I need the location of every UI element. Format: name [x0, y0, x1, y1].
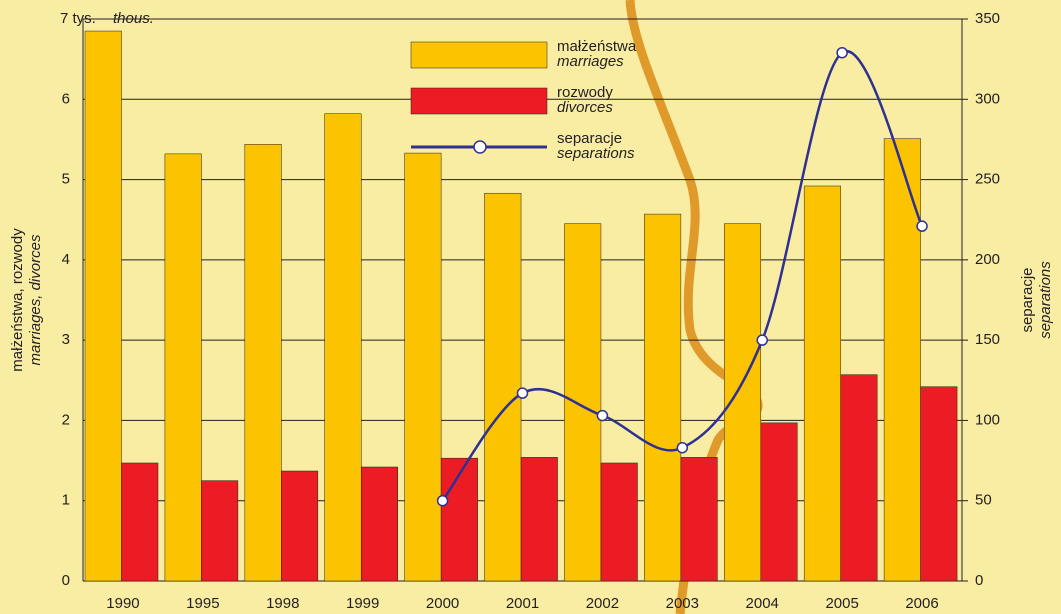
- bar: [121, 462, 159, 582]
- bar: [883, 138, 921, 582]
- bar: [244, 143, 282, 582]
- legend-marker: [473, 140, 487, 154]
- bar: [324, 113, 362, 582]
- y-tick-label: 4: [62, 251, 70, 268]
- bar: [440, 457, 478, 582]
- x-tick-label: 2003: [666, 595, 699, 612]
- line-marker: [836, 46, 848, 59]
- legend-swatch: [410, 41, 548, 69]
- y2-tick-label: 300: [975, 90, 1000, 107]
- x-tick-label: 1995: [186, 595, 219, 612]
- y2-tick-label: 0: [975, 572, 983, 589]
- x-tick-label: 2004: [746, 595, 779, 612]
- bar: [644, 213, 682, 582]
- y2-tick-label: 350: [975, 10, 1000, 27]
- x-tick-label: 2000: [426, 595, 459, 612]
- y-tick-label: 0: [62, 572, 70, 589]
- legend-label: rozwody: [557, 84, 613, 101]
- x-tick-label: 2002: [586, 595, 619, 612]
- x-tick-label: 2005: [825, 595, 858, 612]
- x-tick-label: 1990: [106, 595, 139, 612]
- y-tick-label: 6: [62, 90, 70, 107]
- x-tick-label: 2006: [905, 595, 938, 612]
- bar: [840, 374, 878, 582]
- legend-swatch: [410, 87, 548, 115]
- y2-axis-label: separacje: [1019, 267, 1036, 332]
- bar: [360, 466, 398, 582]
- y-axis-label-en: marriages, divorces: [27, 234, 44, 365]
- x-tick-label: 2001: [506, 595, 539, 612]
- x-tick-label: 1999: [346, 595, 379, 612]
- y2-tick-label: 250: [975, 171, 1000, 188]
- bar: [484, 192, 522, 582]
- legend-label: małżeństwa: [557, 38, 637, 55]
- y2-tick-label: 150: [975, 331, 1000, 348]
- bar: [760, 422, 798, 582]
- bar: [564, 223, 602, 582]
- bar: [920, 386, 958, 582]
- bar: [680, 457, 718, 582]
- y-tick-label: 3: [62, 331, 70, 348]
- x-tick-label: 1998: [266, 595, 299, 612]
- legend-label: separacje: [557, 130, 622, 147]
- line-marker: [916, 220, 928, 232]
- legend-label-en: separations: [557, 145, 635, 162]
- y2-tick-label: 50: [975, 492, 992, 509]
- line-marker: [756, 334, 768, 346]
- bar: [600, 462, 638, 582]
- bar: [84, 30, 122, 582]
- y2-tick-label: 100: [975, 411, 1000, 428]
- y2-axis-label-en: separations: [1037, 261, 1054, 339]
- y-tick-label: 1: [62, 492, 70, 509]
- y-tick-label: 2: [62, 411, 70, 428]
- line-marker: [596, 409, 609, 422]
- bar: [201, 480, 239, 582]
- y-tick-label: 5: [62, 171, 70, 188]
- legend-label-en: divorces: [557, 99, 613, 116]
- line-marker: [676, 441, 689, 454]
- bar: [164, 153, 202, 582]
- bar: [520, 457, 558, 582]
- legend-label-en: marriages: [557, 53, 624, 70]
- bar: [404, 152, 442, 582]
- y-unit-en: thous.: [113, 10, 154, 27]
- bar: [803, 185, 841, 582]
- bar: [281, 470, 319, 582]
- y-tick-label: 7 tys.: [60, 10, 96, 27]
- line-marker: [436, 494, 449, 507]
- y-axis-label: małżeństwa, rozwody: [9, 228, 26, 372]
- line-marker: [516, 387, 529, 399]
- y2-tick-label: 200: [975, 251, 1000, 268]
